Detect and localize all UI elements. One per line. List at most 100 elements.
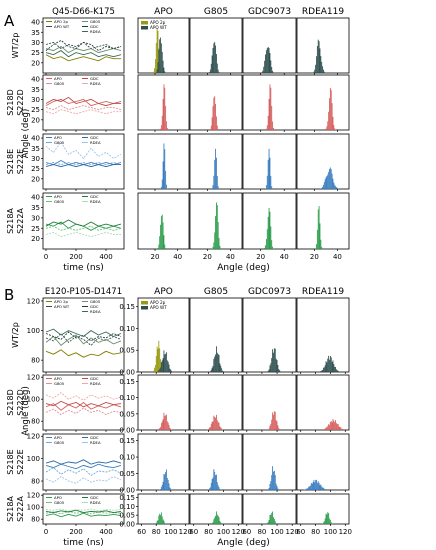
histogram-bar — [316, 229, 318, 249]
histogram-bar — [311, 483, 313, 490]
histogram-bar — [313, 479, 315, 490]
row-label: WT/2p — [11, 33, 20, 59]
histogram-bar — [160, 37, 161, 73]
histogram-bar — [209, 427, 210, 430]
histogram-bar — [161, 421, 163, 430]
histogram-bar — [158, 340, 160, 372]
histogram-bar — [161, 360, 163, 372]
histogram-bar — [337, 370, 339, 372]
histogram-bar — [160, 359, 161, 372]
histogram-bar — [278, 369, 280, 372]
histogram-bar — [315, 248, 317, 249]
histogram-bar — [265, 54, 266, 73]
histogram-bar — [342, 428, 343, 430]
legend-label: APO WT — [54, 24, 70, 29]
histogram-bar — [210, 125, 212, 130]
histogram-bar — [210, 369, 212, 372]
legend-label: G805 — [54, 199, 65, 204]
histogram-bar — [327, 425, 329, 430]
histogram-bar — [158, 370, 160, 372]
histogram-bar — [323, 522, 324, 524]
histogram-bar — [162, 358, 164, 372]
series-line-gdc — [45, 96, 122, 107]
histogram-bar — [212, 522, 214, 524]
timeseries-frame — [42, 493, 125, 525]
time-axis-label: time (ns) — [63, 263, 104, 273]
row-label: S218A — [6, 496, 15, 522]
legend-label: APO 2p — [54, 19, 68, 24]
angle-tick-label: 120 — [286, 528, 299, 536]
legend-label: GDC — [90, 194, 99, 199]
histogram-bar — [218, 237, 220, 249]
histogram-bar — [164, 522, 166, 524]
histogram-bar — [273, 414, 274, 430]
angle-tick-label: 60 — [296, 528, 305, 536]
histogram-bar — [306, 488, 308, 490]
histogram-bar — [211, 248, 213, 249]
series-line-gdc — [45, 509, 122, 514]
histogram-bar — [275, 483, 277, 490]
angle-tick-label: 20 — [310, 253, 319, 261]
histogram-bar — [157, 520, 159, 524]
histogram-bar — [266, 48, 268, 73]
histogram-bar — [217, 421, 219, 430]
histogram-bar — [169, 487, 171, 490]
histogram-bar — [214, 416, 216, 430]
histogram-bar — [221, 523, 223, 524]
histogram-bar — [269, 157, 271, 189]
histogram-bar — [215, 45, 216, 73]
y-tick-label: 30 — [31, 39, 40, 47]
histogram-bar — [164, 354, 166, 372]
histogram-bar — [221, 428, 223, 430]
histogram-bar — [212, 477, 214, 490]
histogram-bar — [220, 427, 222, 430]
density-tick-label: 0.10 — [119, 454, 135, 462]
legend-label: G805 — [54, 381, 65, 386]
histogram-bar — [324, 179, 326, 189]
histogram-bar — [216, 202, 217, 249]
histogram-bar — [157, 61, 159, 73]
y-tick-label: 100 — [27, 396, 40, 404]
series-line-apo — [45, 463, 122, 470]
histogram-bar — [318, 482, 320, 490]
histogram-bar — [323, 521, 325, 524]
histogram-bar — [214, 471, 216, 490]
histogram-bar — [210, 63, 212, 73]
legend-label: GDC — [90, 304, 99, 309]
histogram-bar — [218, 517, 220, 524]
y-tick-label: 100 — [27, 455, 40, 463]
histogram-bar — [159, 513, 161, 524]
histogram-bar — [156, 28, 158, 73]
histogram-bar — [273, 411, 275, 430]
histogram-bar — [319, 48, 321, 73]
histogram-bar — [261, 72, 263, 73]
histogram-frame — [296, 493, 350, 525]
histogram-bar — [165, 415, 167, 430]
histogram-bar — [218, 72, 220, 73]
histogram-bar — [341, 428, 343, 430]
histogram-bar — [169, 427, 171, 430]
histogram-bar — [321, 370, 323, 372]
series-line-g805 — [45, 334, 122, 347]
histogram-bar — [166, 352, 167, 372]
histogram-bar — [334, 128, 336, 130]
column-header-rdea119: RDEA119 — [302, 7, 344, 17]
histogram-bar — [209, 72, 210, 73]
angle-tick-label: 80 — [311, 528, 320, 536]
histogram-bar — [326, 126, 328, 130]
legend-label: APO 2p — [150, 300, 166, 305]
histogram-bar — [155, 72, 157, 73]
histogram-bar — [167, 361, 169, 372]
panel-letter-B: B — [4, 286, 14, 304]
density-tick-label: 0.05 — [119, 512, 135, 520]
histogram-bar — [329, 519, 331, 524]
histogram-bar — [267, 159, 269, 189]
histogram-bar — [323, 429, 324, 430]
series-line-rdea — [45, 476, 122, 484]
histogram-bar — [160, 128, 161, 130]
y-tick-label: 80 — [31, 357, 40, 365]
y-tick-label: 25 — [31, 225, 40, 233]
histogram-bar — [162, 519, 164, 524]
histogram-bar — [270, 60, 272, 73]
histogram-bar — [274, 411, 276, 430]
